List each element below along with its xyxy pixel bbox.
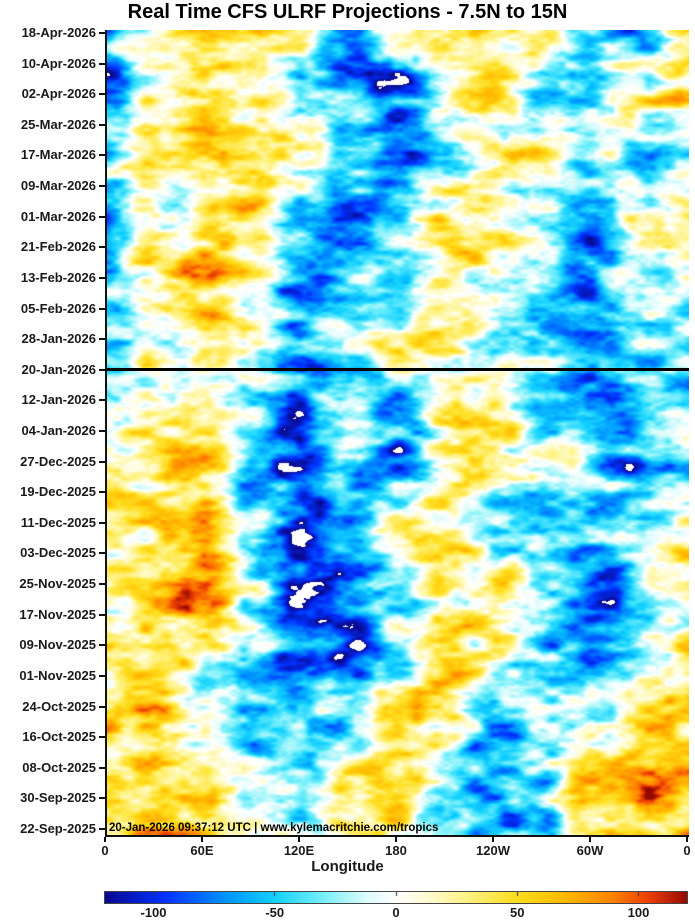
colorbar-tick-label: -50 — [265, 905, 285, 920]
y-tick-mark — [99, 307, 105, 310]
heatmap-canvas — [107, 30, 689, 835]
x-tick-label: 60W — [576, 843, 604, 858]
y-tick-label: 19-Dec-2025 — [20, 484, 96, 500]
plot-area[interactable]: 20-Jan-2026 09:37:12 UTC | www.kylemacri… — [105, 30, 689, 837]
y-tick-mark — [99, 491, 105, 494]
x-tick-mark — [104, 837, 106, 842]
x-tick-mark — [395, 837, 397, 842]
y-tick-mark — [99, 154, 105, 157]
x-axis-label: Longitude — [311, 858, 384, 875]
y-tick-label: 24-Oct-2025 — [22, 698, 96, 714]
x-tick-label: 60E — [190, 843, 214, 858]
y-tick-label: 20-Jan-2026 — [21, 361, 96, 377]
x-tick-label: 0 — [683, 843, 691, 858]
y-tick-mark — [99, 32, 105, 34]
y-tick-label: 02-Apr-2026 — [21, 86, 96, 102]
y-tick-label: 09-Nov-2025 — [19, 637, 96, 653]
y-tick-mark — [99, 93, 105, 96]
colorbar-tick-label: 0 — [392, 905, 400, 920]
y-tick-label: 30-Sep-2025 — [20, 790, 96, 806]
y-tick-label: 01-Mar-2026 — [20, 208, 96, 224]
x-tick-mark — [589, 837, 591, 842]
y-tick-label: 12-Jan-2026 — [21, 392, 96, 408]
x-tick-label: 120W — [476, 843, 510, 858]
y-tick-mark — [99, 828, 105, 830]
y-tick-label: 11-Dec-2025 — [20, 514, 96, 530]
x-tick-mark — [298, 837, 300, 842]
y-tick-label: 25-Mar-2026 — [20, 116, 96, 132]
y-tick-label: 09-Mar-2026 — [20, 178, 96, 194]
y-tick-label: 13-Feb-2026 — [20, 269, 96, 285]
colorbar-tick-label: 100 — [627, 905, 650, 920]
y-tick-label: 08-Oct-2025 — [22, 759, 96, 775]
y-tick-label: 28-Jan-2026 — [21, 331, 96, 347]
y-tick-mark — [99, 430, 105, 432]
y-tick-mark — [99, 123, 105, 126]
y-tick-label: 27-Dec-2025 — [20, 453, 96, 469]
current-time-line — [107, 368, 689, 371]
watermark: 20-Jan-2026 09:37:12 UTC | www.kylemacri… — [109, 822, 439, 834]
y-tick-mark — [99, 276, 105, 279]
y-tick-mark — [99, 613, 105, 616]
y-tick-mark — [99, 766, 105, 769]
y-tick-mark — [99, 521, 105, 524]
y-tick-label: 22-Sep-2025 — [20, 821, 96, 836]
x-tick-mark — [492, 837, 494, 842]
y-tick-mark — [99, 368, 105, 371]
y-tick-label: 03-Dec-2025 — [20, 545, 96, 561]
y-tick-mark — [99, 797, 105, 800]
x-tick-label: 180 — [385, 843, 407, 858]
y-tick-label: 05-Feb-2026 — [20, 300, 96, 316]
y-tick-label: 18-Apr-2026 — [21, 25, 96, 40]
x-tick-label: 120E — [283, 843, 315, 858]
y-tick-mark — [99, 674, 105, 677]
y-tick-label: 25-Nov-2025 — [19, 576, 96, 592]
y-tick-mark — [99, 705, 105, 708]
y-tick-mark — [99, 552, 105, 555]
x-tick-label: 0 — [101, 843, 109, 858]
y-tick-mark — [99, 185, 105, 188]
y-tick-mark — [99, 736, 105, 739]
y-tick-label: 21-Feb-2026 — [20, 239, 96, 255]
colorbar-tick-label: -100 — [140, 905, 167, 920]
y-tick-mark — [99, 460, 105, 463]
x-tick-mark — [201, 837, 203, 842]
y-tick-mark — [99, 246, 105, 249]
y-tick-label: 04-Jan-2026 — [21, 423, 96, 438]
x-tick-mark — [686, 837, 688, 842]
y-tick-mark — [99, 399, 105, 402]
y-tick-label: 01-Nov-2025 — [19, 667, 96, 683]
y-tick-label: 16-Oct-2025 — [22, 729, 96, 745]
y-tick-mark — [99, 338, 105, 341]
y-tick-label: 17-Nov-2025 — [19, 606, 96, 622]
y-tick-label: 17-Mar-2026 — [20, 147, 96, 163]
chart-title: Real Time CFS ULRF Projections - 7.5N to… — [127, 1, 568, 23]
y-tick-mark — [99, 62, 105, 65]
colorbar — [104, 891, 688, 904]
y-tick-mark — [99, 583, 105, 586]
y-tick-label: 10-Apr-2026 — [21, 55, 96, 71]
colorbar-tick-label: 50 — [510, 905, 525, 920]
y-tick-mark — [99, 215, 105, 218]
y-tick-mark — [99, 644, 105, 647]
